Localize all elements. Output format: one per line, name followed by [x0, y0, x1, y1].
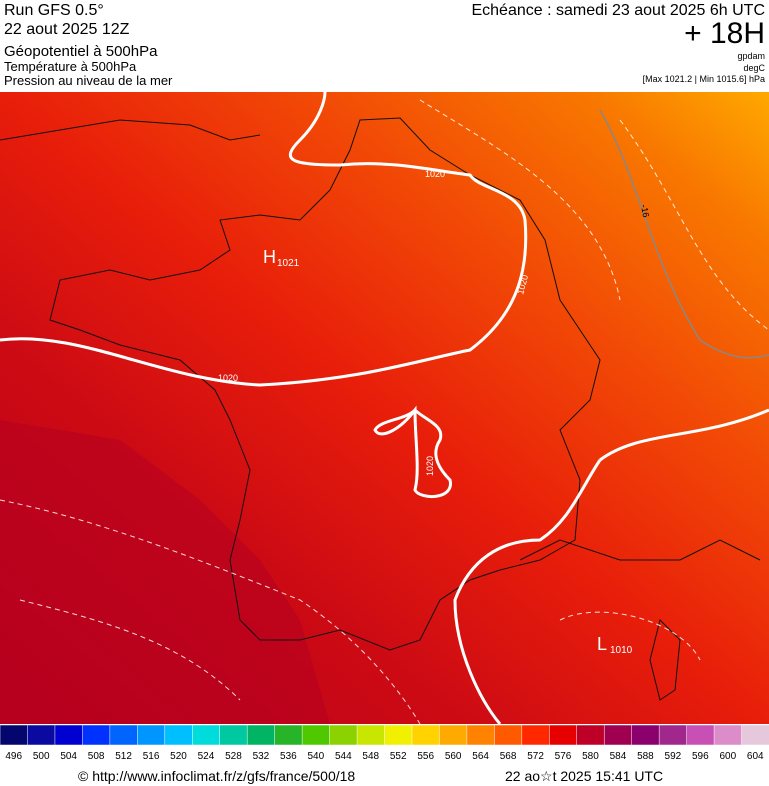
run-title: Run GFS 0.5°: [4, 2, 104, 19]
run-date: 22 aout 2025 12Z: [4, 21, 130, 38]
isotherms: [0, 99, 769, 725]
high-letter: H: [263, 247, 276, 267]
colorbar-label: 544: [335, 751, 352, 762]
unit-2: degC: [743, 63, 765, 73]
colorbar-cell: [658, 724, 688, 746]
colorbar-cell: [82, 724, 111, 746]
lead-time: + 18H: [684, 17, 765, 50]
map: H 1021 L 1010 1020 1020 1020 1020 -16: [0, 91, 769, 725]
colorbar-label: 560: [445, 751, 462, 762]
high-value: 1021: [277, 258, 300, 269]
colorbar-cell: [576, 724, 605, 746]
colorbar-cell: [301, 724, 331, 746]
low-letter: L: [597, 634, 607, 654]
colorbar-label: 600: [719, 751, 736, 762]
colorbar-cell: [54, 724, 84, 746]
colorbar-cell: [137, 724, 166, 746]
colorbar-label: 524: [198, 751, 215, 762]
colorbar-cell: [164, 724, 194, 746]
colorbar-label: 500: [33, 751, 50, 762]
isobar-label: 1020: [218, 373, 238, 383]
isobars: [0, 91, 769, 725]
colorbar-cell: [439, 724, 468, 746]
field-2: Température à 500hPa: [4, 59, 137, 74]
colorbar-label: 556: [417, 751, 434, 762]
colorbar-label: 548: [362, 751, 379, 762]
colorbar-cell: [0, 724, 29, 746]
isobar-label: 1020: [425, 456, 435, 476]
source-url: © http://www.infoclimat.fr/z/gfs/france/…: [78, 768, 355, 784]
colorbar-label: 512: [115, 751, 132, 762]
low-value: 1010: [610, 645, 633, 656]
colorbar: 496 500 504 508 512 516 520 524 528 532 536 540 544 5…: [0, 724, 769, 762]
colorbar-label: 584: [610, 751, 627, 762]
colorbar-cell: [192, 724, 221, 746]
cold-region: [0, 420, 330, 724]
colorbar-label: 580: [582, 751, 599, 762]
colorbar-cell: [329, 724, 358, 746]
field-3: Pression au niveau de la mer: [4, 73, 173, 88]
colorbar-label: 532: [253, 751, 270, 762]
colorbar-cell: [274, 724, 303, 746]
colorbar-label: 588: [637, 751, 654, 762]
colorbar-cell: [686, 724, 715, 746]
colorbar-cell: [384, 724, 413, 746]
colorbar-label: 576: [555, 751, 572, 762]
colorbar-cell: [411, 724, 441, 746]
colorbar-cell: [603, 724, 633, 746]
colorbar-label: 508: [88, 751, 105, 762]
colorbar-cell: [246, 724, 276, 746]
colorbar-label: 496: [5, 751, 22, 762]
colorbar-label: 504: [60, 751, 77, 762]
colorbar-label: 568: [500, 751, 517, 762]
colorbar-label: 540: [307, 751, 324, 762]
unit-1: gpdam: [737, 51, 765, 61]
colorbar-label: 604: [747, 751, 764, 762]
isotherm-label: -16: [639, 204, 651, 219]
colorbar-label: 552: [390, 751, 407, 762]
colorbar-cell: [631, 724, 660, 746]
colorbar-cell: [494, 724, 523, 746]
coastlines: [0, 117, 761, 701]
colorbar-cell: [27, 724, 56, 746]
colorbar-cell: [466, 724, 496, 746]
valid-time: Echéance : samedi 23 aout 2025 6h UTC: [471, 2, 765, 19]
colorbar-cell: [549, 724, 578, 746]
colorbar-label: 520: [170, 751, 187, 762]
colorbar-cell: [521, 724, 551, 746]
colorbar-label: 596: [692, 751, 709, 762]
pressure-range: [Max 1021.2 | Min 1015.6] hPa: [643, 74, 765, 84]
colorbar-cell: [741, 724, 769, 746]
colorbar-label: 528: [225, 751, 242, 762]
colorbar-cell: [713, 724, 743, 746]
colorbar-label: 572: [527, 751, 544, 762]
colorbar-label: 516: [143, 751, 160, 762]
isobar-label: 1020: [425, 169, 445, 179]
generated-time: 22 ao☆t 2025 15:41 UTC: [505, 768, 663, 784]
colorbar-label: 536: [280, 751, 297, 762]
colorbar-label: 564: [472, 751, 489, 762]
field-1: Géopotentiel à 500hPa: [4, 43, 158, 60]
colorbar-label: 592: [665, 751, 682, 762]
colorbar-cell: [219, 724, 248, 746]
isotherm-grey: [599, 109, 769, 359]
colorbar-cell: [356, 724, 386, 746]
colorbar-cell: [109, 724, 139, 746]
